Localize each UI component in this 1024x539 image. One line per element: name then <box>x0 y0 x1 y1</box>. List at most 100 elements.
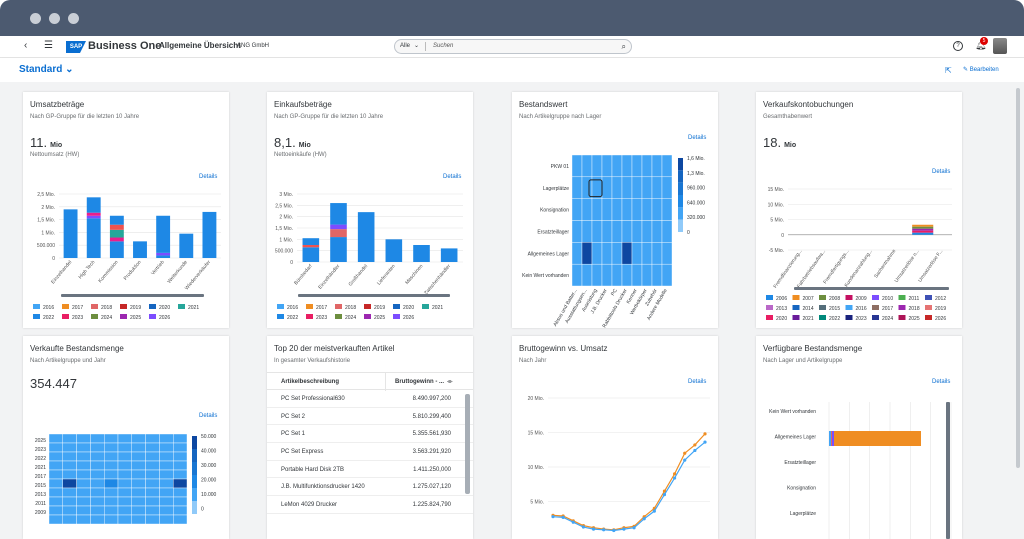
search-scope-select[interactable]: Alle <box>400 43 411 49</box>
table-row[interactable]: PC Set 1 5.355.561,930 <box>267 425 473 444</box>
card-verfuegbar[interactable]: Verfügbare Bestandsmenge Nach Lager und … <box>756 336 962 539</box>
card-umsatz[interactable]: Umsatzbeträge Nach GP-Gruppe für die let… <box>23 92 229 328</box>
heatmap-cell <box>661 198 673 221</box>
card-einkauf[interactable]: Einkaufsbeträge Nach GP-Gruppe für die l… <box>267 92 473 328</box>
kpi-unit: Mio <box>50 142 63 149</box>
y-tick-label: 0 <box>52 256 55 262</box>
window-close-button[interactable] <box>30 13 41 24</box>
heatmap-cell <box>651 154 663 178</box>
details-link[interactable]: Details <box>932 379 951 385</box>
share-icon[interactable]: ⇱ <box>945 66 952 75</box>
table-row[interactable]: LeMon 4029 Drucker 1.225.824,790 <box>267 496 473 514</box>
heatmap-cell <box>103 478 119 489</box>
heatmap-cell <box>76 451 91 462</box>
heatmap-cell <box>571 263 583 287</box>
heatmap-cell <box>621 242 633 265</box>
heatmap-cell <box>117 433 133 444</box>
table-scrollbar[interactable] <box>465 394 470 494</box>
x-tick-label: Umsatzerlöse F... <box>917 248 944 283</box>
row-label: Konsignation <box>540 208 569 214</box>
legend-gradient-step <box>192 449 197 462</box>
legend-swatch <box>819 305 826 310</box>
help-icon[interactable]: ? <box>953 41 963 51</box>
heatmap-cell <box>591 220 603 243</box>
legend-swatch <box>335 304 342 309</box>
bell-icon[interactable]: 🔔︎ <box>975 40 987 50</box>
heatmap-cell <box>62 451 77 462</box>
horizontal-scrollbar <box>298 294 450 297</box>
cell-artikel: Portable Hard Disk 2TB <box>281 466 345 473</box>
details-link[interactable]: Details <box>443 174 462 180</box>
bar-segment <box>912 230 934 233</box>
legend-label: 2020 <box>159 305 170 311</box>
sap-logo[interactable]: SAP <box>66 41 86 53</box>
details-link[interactable]: Details <box>688 135 707 141</box>
search-field[interactable]: Alle ⌄ Suchen ⌕ <box>394 39 632 54</box>
avatar[interactable] <box>993 38 1007 54</box>
chevron-down-icon[interactable]: ⌄ <box>414 43 420 49</box>
details-link[interactable]: Details <box>688 379 707 385</box>
variant-selector[interactable]: Standard ⌄ <box>19 64 74 75</box>
column-header-bruttogewinn[interactable]: Bruttogewinn - ... <box>395 379 444 385</box>
legend-swatch <box>62 314 69 319</box>
heatmap-cell <box>145 514 160 525</box>
window-minimize-button[interactable] <box>49 13 60 24</box>
heatmap-cell <box>131 442 146 453</box>
details-link[interactable]: Details <box>932 169 951 175</box>
table-row[interactable]: J.B. Multifunktionsdrucker 1420 1.275.027… <box>267 478 473 497</box>
legend-label: 2019 <box>935 306 946 312</box>
table-row[interactable]: Portable Hard Disk 2TB 1.411.250,000 <box>267 461 473 479</box>
heatmap-cell <box>48 469 64 480</box>
cell-bruttogewinn: 3.563.291,920 <box>412 449 451 456</box>
table-row[interactable]: PC Set 2 5.810.299,400 <box>267 408 473 426</box>
heatmap-cell <box>145 505 160 516</box>
card-kontobuchungen[interactable]: Verkaufskontobuchungen Gesamthabenwert 1… <box>756 92 962 328</box>
legend-gradient-step <box>678 195 683 208</box>
bar-segment <box>109 237 124 242</box>
legend-swatch <box>33 304 40 309</box>
heatmap-cell <box>641 220 653 243</box>
row-label: Kein Wert vorhanden <box>522 273 569 279</box>
details-link[interactable]: Details <box>199 174 218 180</box>
legend-swatch <box>792 305 800 310</box>
legend-swatch <box>766 305 773 310</box>
search-icon[interactable]: ⌕ <box>621 42 626 51</box>
cell-bruttogewinn: 5.810.299,400 <box>412 413 451 420</box>
heatmap-cell <box>145 478 160 489</box>
shell-bar: ‹ ☰ SAP Business One Allgemeine Übersich… <box>0 36 1024 58</box>
heatmap-cell <box>571 242 583 265</box>
legend-gradient-step <box>192 475 197 488</box>
card-verkaufte-menge[interactable]: Verkaufte Bestandsmenge Nach Artikelgrup… <box>23 336 229 539</box>
legend-label: 2024 <box>101 315 112 321</box>
heatmap-cell <box>159 442 174 453</box>
y-tick-label: 1 Mio. <box>279 237 293 243</box>
legend-label: 2015 <box>829 306 840 312</box>
row-label: Ersatzteillager <box>784 460 816 466</box>
page-scrollbar[interactable] <box>1016 88 1020 468</box>
legend-label: 2020 <box>403 305 414 311</box>
heatmap-cell <box>62 469 77 480</box>
window-maximize-button[interactable] <box>68 13 79 24</box>
bar-segment <box>109 215 124 225</box>
bar-segment <box>109 224 124 230</box>
card-top20[interactable]: Top 20 der meistverkauften Artikel In ge… <box>267 336 473 539</box>
legend-swatch <box>898 315 906 320</box>
card-bruttogewinn[interactable]: Bruttogewinn vs. Umsatz Nach Jahr Detail… <box>512 336 718 539</box>
menu-icon[interactable]: ☰ <box>44 40 53 51</box>
sort-icon[interactable]: ⌯ <box>447 378 453 385</box>
legend-gradient-step <box>192 462 197 475</box>
table-row[interactable]: PC Set Express 3.563.291,920 <box>267 443 473 461</box>
table-row[interactable]: PC Set Professional630 8.490.997,200 <box>267 390 473 408</box>
legend-label: 2010 <box>882 296 893 302</box>
search-input[interactable]: Suchen <box>433 43 454 49</box>
heatmap-cell <box>172 505 188 516</box>
card-bestandswert[interactable]: Bestandswert Nach Artikelgruppe nach Lag… <box>512 92 718 328</box>
edit-button[interactable]: ✎ Bearbeiten <box>963 67 999 73</box>
column-header-artikel[interactable]: Artikelbeschreibung <box>281 379 340 385</box>
top20-table: Artikelbeschreibung Bruttogewinn - ... ⌯… <box>267 372 473 514</box>
details-link[interactable]: Details <box>199 413 218 419</box>
heatmap-cell <box>90 478 105 489</box>
card-title: Top 20 der meistverkauften Artikel <box>274 344 395 353</box>
back-icon[interactable]: ‹ <box>24 40 28 51</box>
bestand-heatmap: PKW 01 Lagerplätze Konsignation Ersatzteill… <box>522 154 705 328</box>
